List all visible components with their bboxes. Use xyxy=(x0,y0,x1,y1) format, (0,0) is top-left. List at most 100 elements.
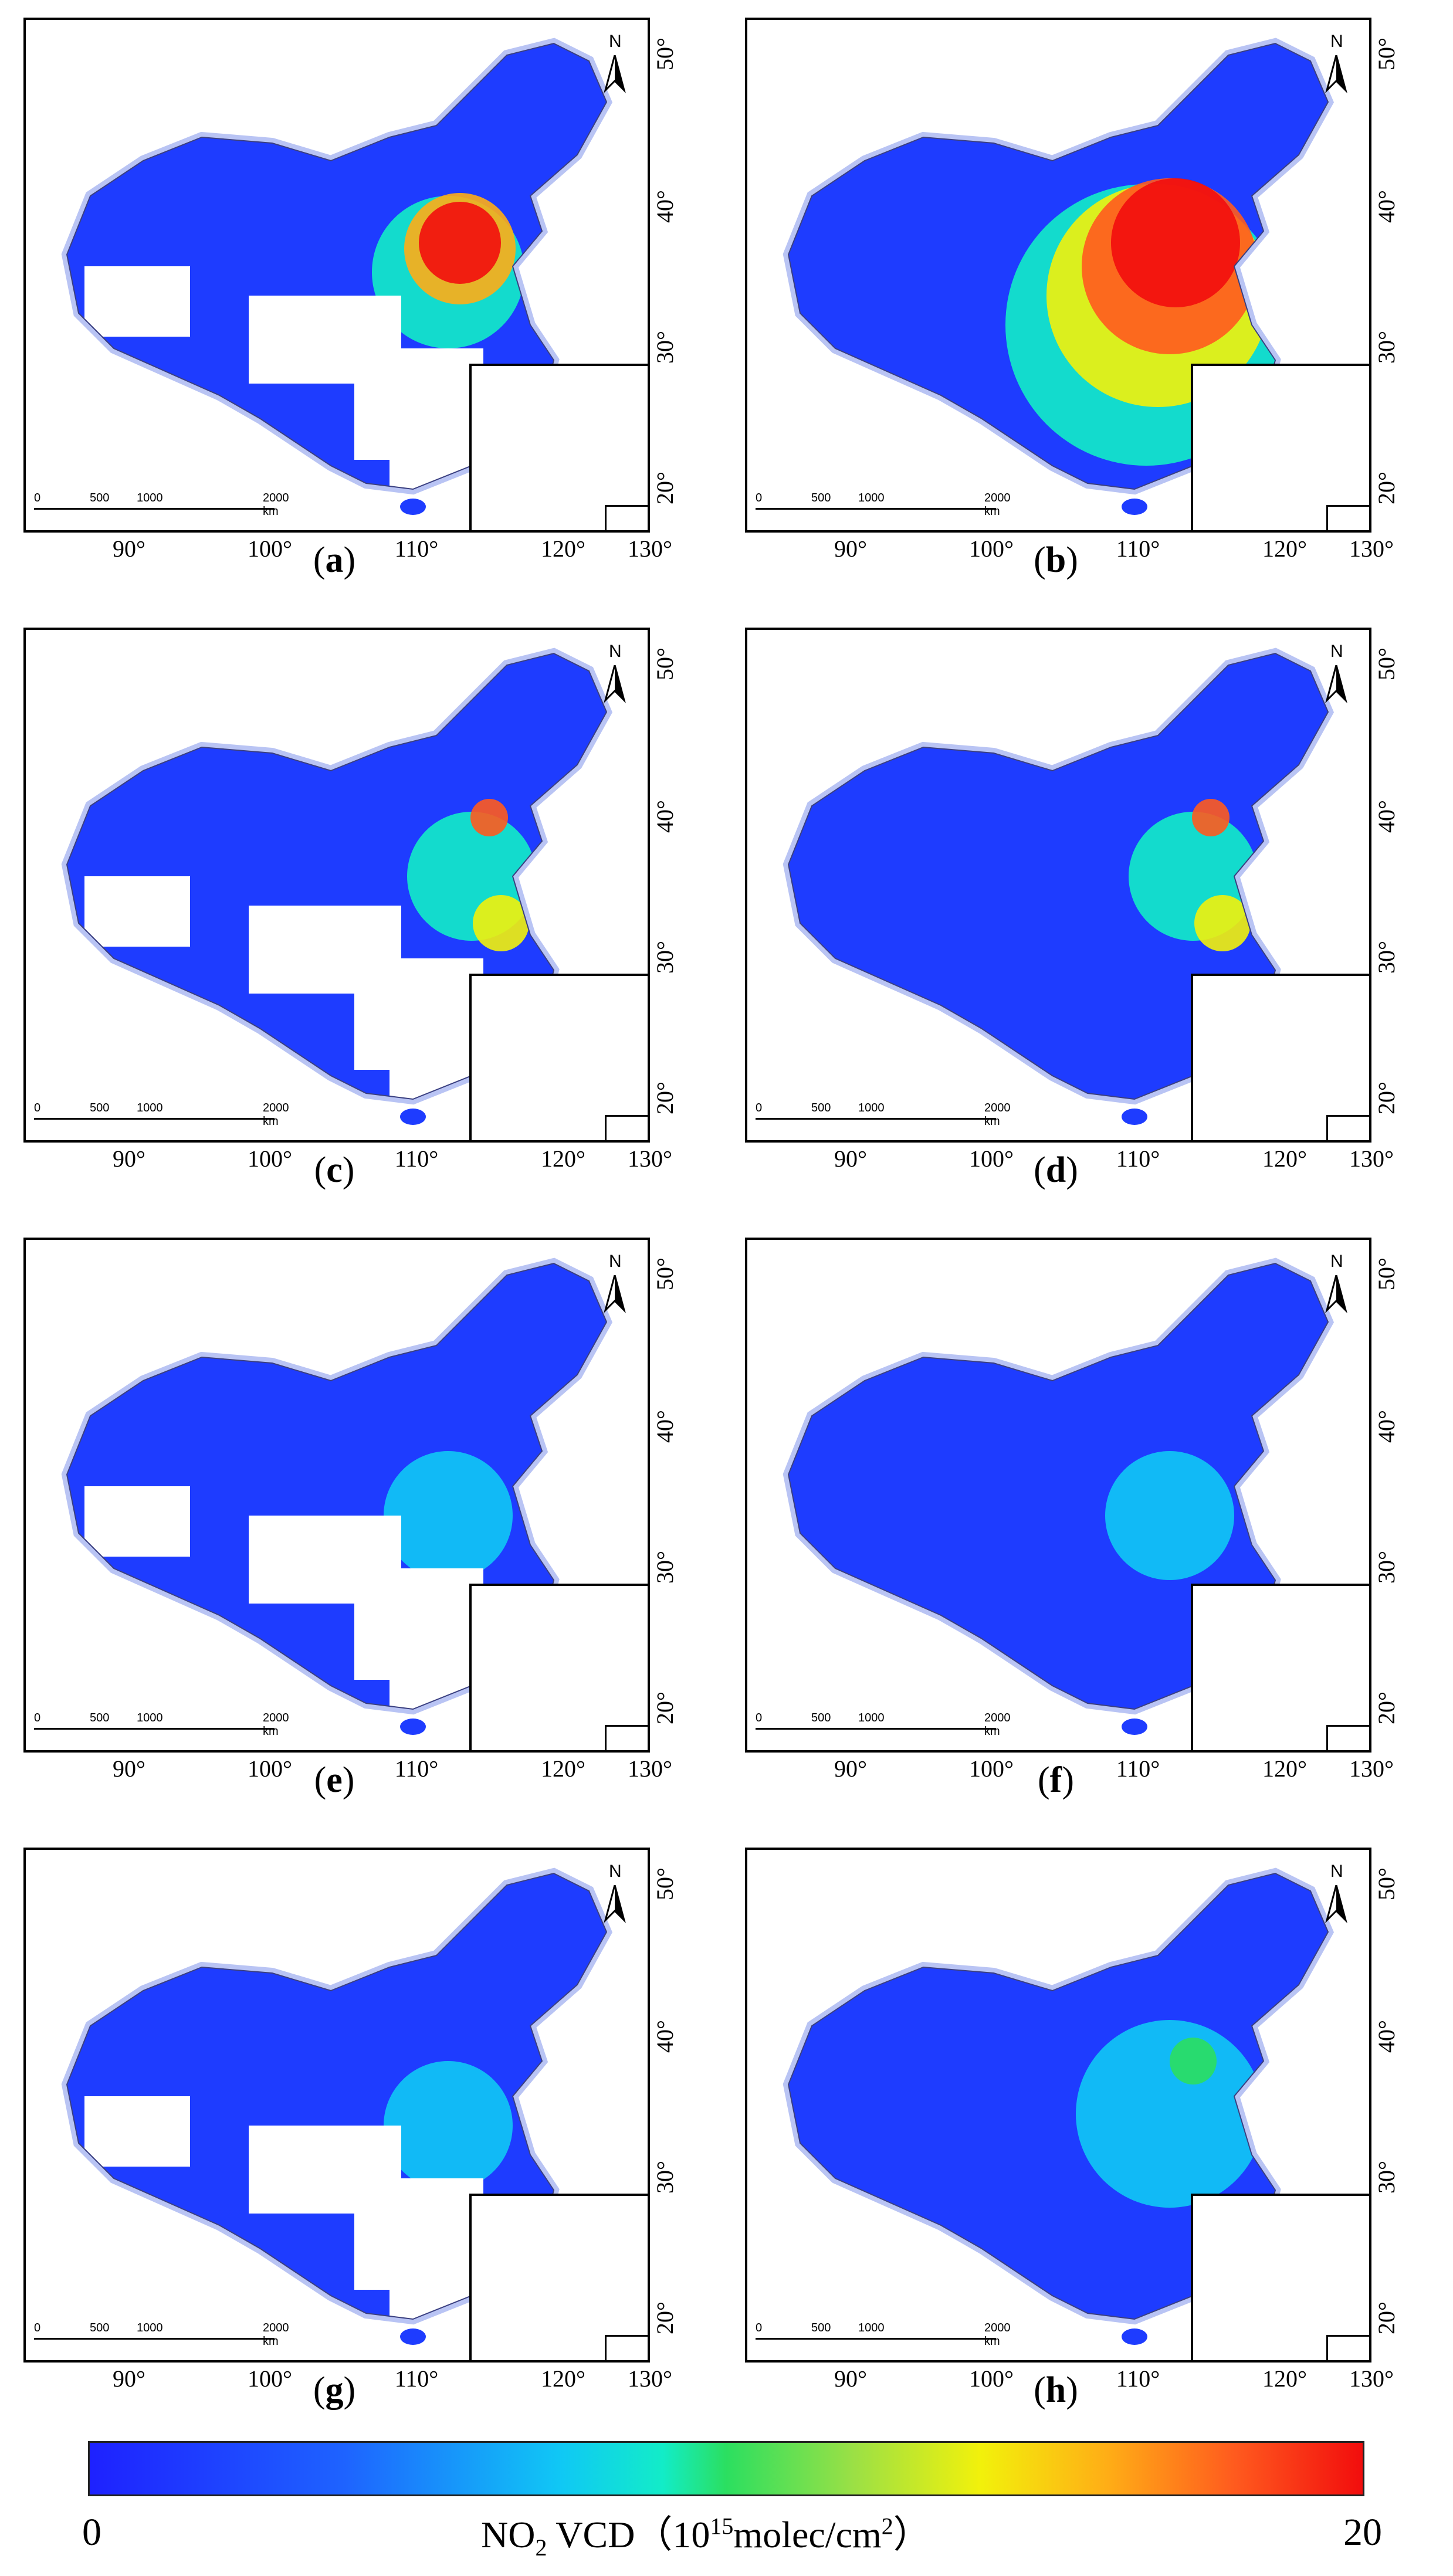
longitude-tick: 120° xyxy=(1262,2365,1307,2392)
country-outline xyxy=(66,42,608,490)
no2-hotspot xyxy=(1192,799,1230,836)
map-panel-b: N 0 500 1000 2000 km 90° 100° 110° 120° 130° 20° 30… xyxy=(733,0,1437,587)
scale-label: 500 xyxy=(811,1711,831,1724)
longitude-tick: 130° xyxy=(1349,535,1394,562)
north-label: N xyxy=(1330,1862,1343,1881)
panel-label: (f) xyxy=(1038,1760,1074,1800)
latitude-tick: 40° xyxy=(1373,190,1400,223)
scale-line xyxy=(34,508,275,513)
scale-label: 1000 xyxy=(137,492,163,504)
panel-letter: h xyxy=(1045,2370,1066,2410)
longitude-tick: 100° xyxy=(969,1145,1014,1172)
longitude-tick: 100° xyxy=(969,1755,1014,1782)
map-panel-a: N 0 500 1000 2000 km 90° 100° 110° 120° 130° 20° 30… xyxy=(12,0,716,587)
scale-label: 0 xyxy=(34,1101,41,1114)
longitude-tick: 120° xyxy=(541,535,585,562)
north-label: N xyxy=(609,1252,622,1271)
scale-bar: 0 500 1000 2000 km xyxy=(34,492,289,518)
longitude-tick: 110° xyxy=(394,535,439,562)
latitude-tick: 30° xyxy=(1373,2161,1400,2194)
scale-label: 0 xyxy=(34,492,41,504)
latitude-tick: 30° xyxy=(652,331,678,364)
scale-line xyxy=(756,1118,996,1123)
no2-hotspot xyxy=(1105,1451,1234,1580)
scale-label: 1000 xyxy=(137,2321,163,2334)
hainan-island xyxy=(400,2328,426,2345)
longitude-tick: 130° xyxy=(1349,2365,1394,2392)
longitude-tick: 100° xyxy=(248,1145,292,1172)
scale-bar: 0 500 1000 2000 km xyxy=(756,2321,1011,2348)
scale-line xyxy=(34,2338,275,2343)
scale-label: 2000 km xyxy=(984,1101,1011,1128)
scale-label: 500 xyxy=(811,492,831,504)
missing-data-region xyxy=(84,876,190,947)
longitude-tick: 90° xyxy=(834,2365,867,2392)
longitude-tick: 90° xyxy=(113,2365,145,2392)
north-label: N xyxy=(609,642,622,661)
north-arrow-icon: N xyxy=(1325,32,1360,102)
longitude-tick: 90° xyxy=(834,1145,867,1172)
longitude-tick: 90° xyxy=(113,535,145,562)
north-label: N xyxy=(1330,642,1343,661)
scale-label: 2000 km xyxy=(984,1711,1011,1738)
country-outline xyxy=(66,1262,608,1710)
colorbar-min-label: 0 xyxy=(82,2511,101,2554)
latitude-tick: 30° xyxy=(1373,331,1400,364)
longitude-tick: 110° xyxy=(394,1145,439,1172)
north-arrow-icon: N xyxy=(603,32,638,102)
latitude-tick: 20° xyxy=(1373,1082,1400,1114)
longitude-tick: 130° xyxy=(1349,1145,1394,1172)
map-frame: N 0 500 1000 2000 km xyxy=(23,628,650,1143)
map-frame: N 0 500 1000 2000 km xyxy=(23,18,650,533)
map-panel-g: N 0 500 1000 2000 km 90° 100° 110° 120° 130° 20° 30… xyxy=(12,1830,716,2416)
scale-bar: 0 500 1000 2000 km xyxy=(756,1101,1011,1128)
latitude-tick: 20° xyxy=(652,2302,678,2334)
scale-label: 2000 km xyxy=(984,2321,1011,2348)
panel-letter: g xyxy=(325,2370,344,2410)
panel-letter: e xyxy=(326,1760,343,1800)
longitude-tick: 90° xyxy=(834,535,867,562)
inset-scale-box xyxy=(605,1115,648,1140)
hainan-island xyxy=(400,1109,426,1125)
latitude-tick: 20° xyxy=(1373,472,1400,504)
scale-line xyxy=(34,1118,275,1123)
longitude-tick: 100° xyxy=(248,1755,292,1782)
latitude-tick: 50° xyxy=(652,38,678,70)
latitude-tick: 20° xyxy=(1373,1692,1400,1724)
longitude-tick: 120° xyxy=(541,1755,585,1782)
map-frame: N 0 500 1000 2000 km xyxy=(23,1848,650,2363)
no2-hotspot xyxy=(1111,178,1240,307)
north-arrow-icon: N xyxy=(603,1252,638,1322)
hainan-island xyxy=(1122,1719,1147,1735)
colorbar-title: NO2 VCD（1015molec/cm2） xyxy=(481,2513,931,2561)
scale-label: 500 xyxy=(90,492,110,504)
colorbar xyxy=(88,2441,1364,2496)
longitude-tick: 130° xyxy=(628,2365,672,2392)
north-label: N xyxy=(609,32,622,51)
longitude-tick: 110° xyxy=(1116,1145,1160,1172)
latitude-tick: 40° xyxy=(1373,2020,1400,2053)
latitude-tick: 20° xyxy=(652,1692,678,1724)
panel-label: (d) xyxy=(1034,1150,1078,1190)
latitude-tick: 20° xyxy=(652,472,678,504)
north-arrow-icon: N xyxy=(1325,1862,1360,1932)
south-china-sea-inset xyxy=(469,364,648,530)
no2-map xyxy=(61,648,613,1125)
scale-label: 2000 km xyxy=(263,1101,289,1128)
no2-hotspot xyxy=(384,1451,513,1580)
no2-map xyxy=(61,1867,613,2345)
longitude-tick: 130° xyxy=(628,1755,672,1782)
panel-label: (h) xyxy=(1034,2370,1078,2410)
longitude-tick: 90° xyxy=(113,1145,145,1172)
scale-label: 500 xyxy=(90,1101,110,1114)
missing-data-region xyxy=(84,266,190,337)
map-frame: N 0 500 1000 2000 km xyxy=(745,1848,1371,2363)
hainan-island xyxy=(400,1719,426,1735)
panel-label: (a) xyxy=(313,540,356,580)
country-outline xyxy=(787,42,1329,490)
scale-label: 0 xyxy=(756,1711,763,1724)
missing-data-region xyxy=(84,1486,190,1557)
longitude-tick: 120° xyxy=(541,1145,585,1172)
hainan-island xyxy=(400,499,426,515)
hainan-island xyxy=(1122,499,1147,515)
